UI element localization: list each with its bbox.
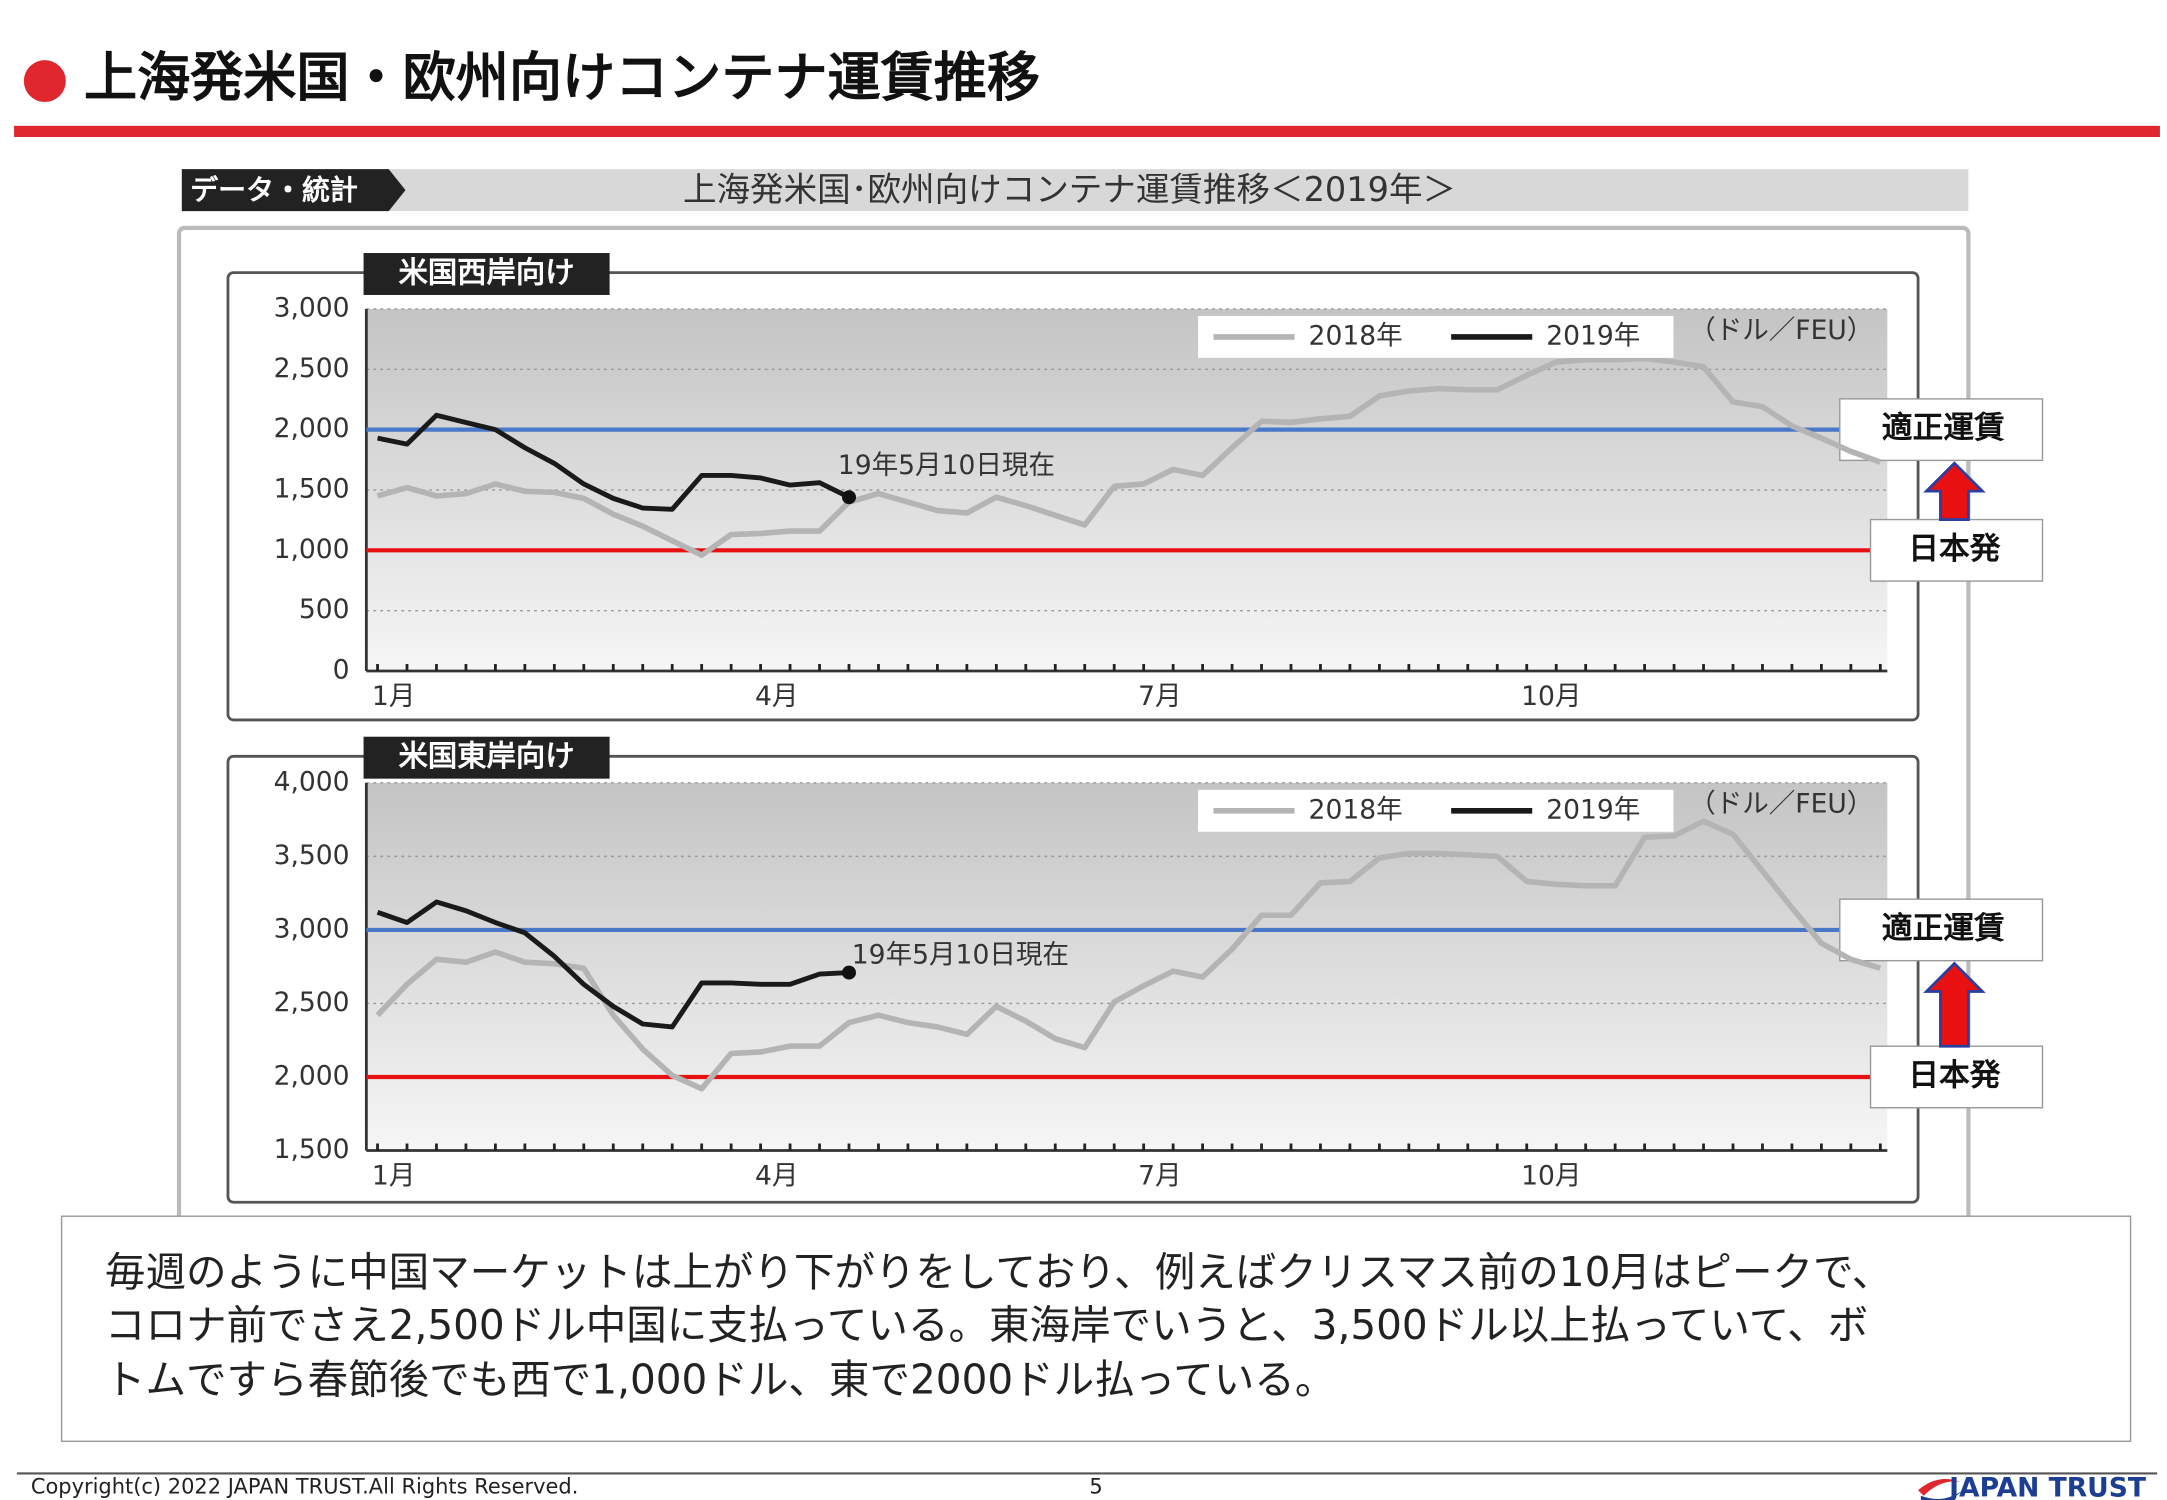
y-tick-label: 1,500 bbox=[274, 473, 350, 504]
charts: 米国西岸向け 0 500 1,000 1,500 2,000 2,500 3,000 1月 4月 7… bbox=[226, 253, 2044, 1204]
series-line bbox=[375, 818, 1882, 1092]
x-tick-label: 4月 bbox=[755, 1161, 798, 1192]
header-rule bbox=[14, 125, 2160, 137]
x-tick-label: 4月 bbox=[755, 681, 798, 712]
y-tick-label: 2,000 bbox=[274, 1060, 350, 1091]
unit-label: （ドル／FEU） bbox=[1689, 789, 1873, 820]
annotation: 19年5月10日現在 bbox=[852, 939, 1069, 970]
header-title: 上海発米国・欧州向けコンテナ運賃推移 bbox=[84, 47, 1040, 109]
x-tick-label: 7月 bbox=[1138, 681, 1181, 712]
unit-label: （ドル／FEU） bbox=[1689, 315, 1873, 346]
chart-title: 米国東岸向け bbox=[399, 739, 575, 773]
end-point bbox=[842, 965, 856, 980]
x-tick-label: 10月 bbox=[1521, 681, 1581, 712]
legend-label: 2018年 bbox=[1309, 794, 1403, 825]
legend-label: 2019年 bbox=[1546, 794, 1640, 825]
reference-label: 日本発 bbox=[1908, 1057, 2001, 1093]
y-tick-label: 2,000 bbox=[274, 413, 350, 444]
y-tick-label: 0 bbox=[333, 655, 350, 686]
body-line: 毎週のように中国マーケットは上がり下がりをしており、例えばクリスマス前の10月は… bbox=[105, 1248, 1893, 1296]
page-number: 5 bbox=[1089, 1474, 1102, 1498]
end-point bbox=[842, 490, 856, 505]
series-line bbox=[376, 355, 1882, 558]
y-tick-label: 3,000 bbox=[274, 292, 350, 323]
y-tick-label: 2,500 bbox=[274, 353, 350, 384]
y-tick-label: 3,500 bbox=[274, 840, 350, 871]
arrow bbox=[1923, 461, 1986, 521]
chart-title: 米国西岸向け bbox=[399, 255, 575, 289]
banner-tag: データ・統計 bbox=[190, 174, 358, 207]
y-tick-label: 3,000 bbox=[274, 913, 350, 944]
series-line bbox=[376, 899, 850, 1030]
logo-mark bbox=[1918, 1479, 1961, 1496]
body-line: コロナ前でさえ2,500ドル中国に支払っている。東海岸でいうと、3,500ドル以… bbox=[105, 1301, 1868, 1349]
logo-mark bbox=[1920, 1490, 1963, 1500]
chart-title-bg bbox=[363, 253, 610, 295]
legend-label: 2019年 bbox=[1546, 320, 1640, 351]
reference-label: 適正運賃 bbox=[1882, 410, 2005, 446]
banner-title: 上海発米国･欧州向けコンテナ運賃推移＜2019年＞ bbox=[683, 170, 1456, 209]
banner-tag-bg bbox=[181, 169, 406, 212]
reference-label-box bbox=[1839, 898, 2044, 962]
x-tick-label: 7月 bbox=[1138, 1161, 1181, 1192]
arrow bbox=[1923, 961, 1986, 1048]
body-line: トムですら春節後でも西で1,000ドル、東で2000ドル払っている。 bbox=[105, 1356, 1335, 1404]
legend-label: 2018年 bbox=[1309, 320, 1403, 351]
y-tick-label: 500 bbox=[299, 594, 350, 625]
banner-bar bbox=[181, 169, 1969, 212]
x-tick-label: 1月 bbox=[372, 681, 415, 712]
copyright: Copyright(c) 2022 JAPAN TRUST.All Rights… bbox=[31, 1474, 579, 1498]
annotation: 19年5月10日現在 bbox=[838, 450, 1055, 481]
y-tick-label: 2,500 bbox=[274, 987, 350, 1018]
reference-label: 日本発 bbox=[1908, 531, 2001, 567]
reference-label-box bbox=[1839, 398, 2044, 462]
chart-title-bg bbox=[363, 736, 610, 779]
y-tick-label: 1,000 bbox=[274, 534, 350, 565]
logo: JAPAN TRUST bbox=[1947, 1472, 2146, 1500]
reference-label: 適正運賃 bbox=[1882, 910, 2005, 946]
plot-area bbox=[366, 782, 1888, 1151]
x-tick-label: 1月 bbox=[372, 1161, 415, 1192]
y-tick-label: 1,500 bbox=[274, 1134, 350, 1165]
text-box bbox=[60, 1215, 2132, 1442]
x-tick-label: 10月 bbox=[1521, 1161, 1581, 1192]
header-dot bbox=[23, 60, 66, 103]
reference-label-box bbox=[1869, 1045, 2044, 1109]
series-line bbox=[377, 412, 851, 512]
y-tick-label: 4,000 bbox=[274, 766, 350, 797]
